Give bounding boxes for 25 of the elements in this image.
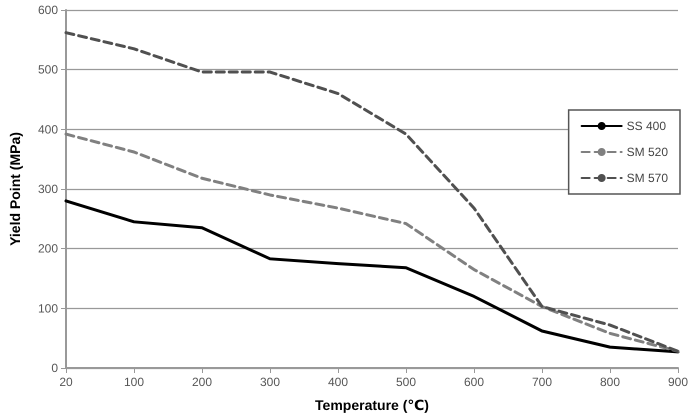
y-tick-label: 500 — [38, 62, 58, 77]
x-tick-label: 500 — [396, 375, 416, 389]
line-series — [64, 199, 680, 354]
x-tick-label: 600 — [464, 375, 484, 389]
legend-label: SM 520 — [626, 145, 668, 159]
legend-label: SM 570 — [626, 171, 668, 185]
x-tick-label: 400 — [328, 375, 348, 389]
x-tick-label: 20 — [59, 375, 73, 389]
x-tick-label: 700 — [532, 375, 552, 389]
line-series — [64, 132, 680, 353]
x-tick-label: 100 — [124, 375, 144, 389]
y-axis-title: Yield Point (MPa) — [7, 132, 23, 246]
y-tick-label: 0 — [51, 361, 58, 375]
x-tick-label: 800 — [600, 375, 620, 389]
x-axis-title: Temperature (℃) — [315, 397, 429, 413]
line-series — [64, 31, 680, 353]
y-tick-label: 600 — [38, 3, 58, 17]
x-tick-label: 300 — [260, 375, 280, 389]
x-tick-label: 200 — [192, 375, 212, 389]
y-tick-label: 300 — [38, 182, 58, 196]
y-tick-label: 200 — [38, 242, 58, 256]
y-tick-label: 400 — [38, 122, 58, 136]
legend-label: SS 400 — [626, 119, 666, 133]
x-tick-label: 900 — [668, 375, 688, 389]
y-tick-label: 100 — [38, 301, 58, 316]
